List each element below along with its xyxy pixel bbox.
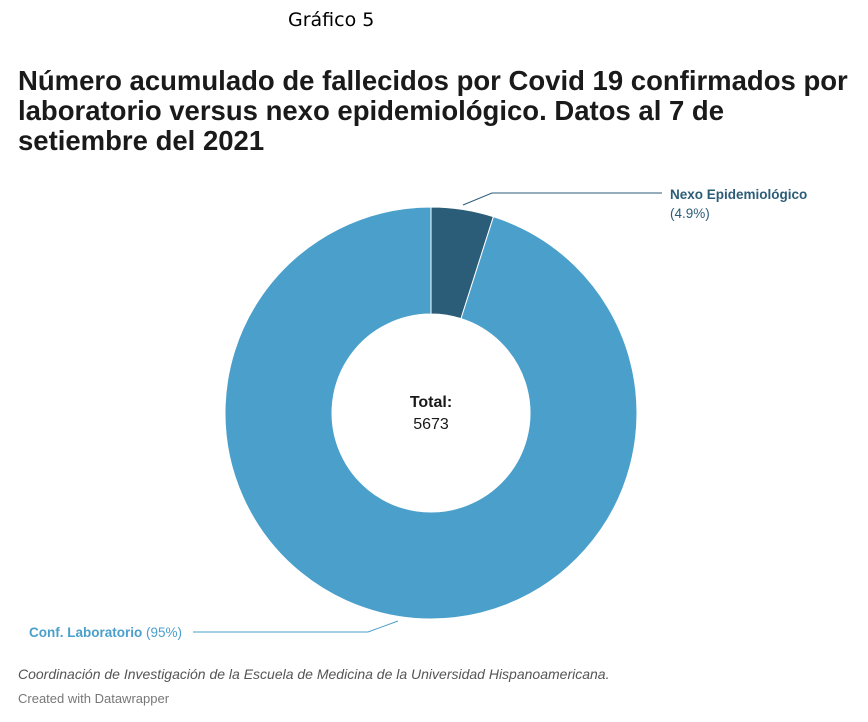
total-value: 5673	[413, 416, 449, 433]
datawrapper-credit: Created with Datawrapper	[18, 691, 170, 706]
leader-line-lab	[193, 620, 399, 633]
slice-label-nexo: Nexo Epidemiológico (4.9%)	[670, 185, 807, 223]
total-label: Total:	[409, 394, 453, 411]
donut-slice-1	[224, 206, 638, 620]
donut-center-total: Total: 5673	[370, 392, 492, 436]
slice-label-nexo-name: Nexo Epidemiológico	[670, 187, 808, 202]
figure-label: Gráfico 5	[288, 9, 375, 31]
source-note: Coordinación de Investigación de la Escu…	[18, 666, 610, 682]
slice-label-lab-percent: (95%)	[146, 625, 183, 640]
slice-label-lab: Conf. Laboratorio (95%)	[29, 624, 182, 642]
chart-title: Número acumulado de fallecidos por Covid…	[18, 65, 848, 156]
slice-label-nexo-percent: (4.9%)	[670, 206, 710, 221]
slice-label-lab-name: Conf. Laboratorio	[29, 625, 143, 640]
leader-line-nexo	[462, 192, 662, 206]
donut-slices	[224, 206, 638, 620]
